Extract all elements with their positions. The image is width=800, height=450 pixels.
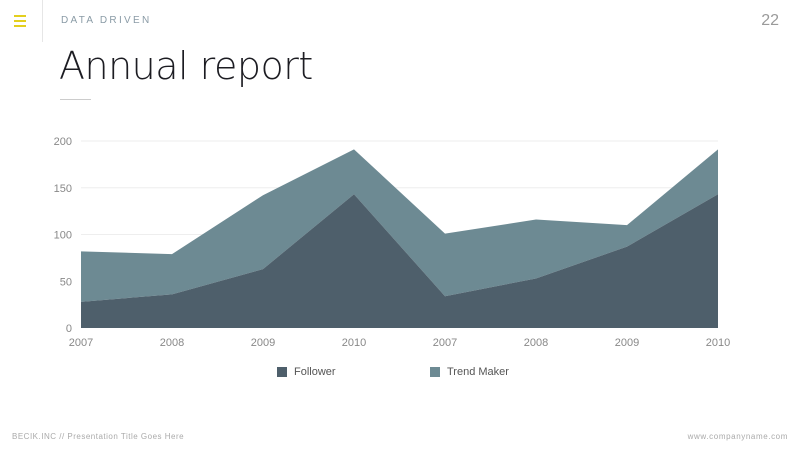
- x-tick-label: 2010: [706, 337, 730, 349]
- footer-company: BECIK.INC // Presentation Title Goes Her…: [12, 432, 185, 441]
- header-divider: [42, 0, 43, 42]
- legend-label: Trend Maker: [447, 366, 509, 378]
- area-trend-maker: [81, 149, 718, 302]
- legend-swatch-trend-maker: [430, 367, 440, 377]
- legend-label: Follower: [294, 366, 336, 378]
- y-tick-label: 0: [66, 323, 72, 335]
- menu-icon[interactable]: [14, 15, 26, 27]
- title-underline: [60, 99, 91, 100]
- y-tick-label: 200: [54, 136, 72, 148]
- x-tick-label: 2007: [433, 337, 457, 349]
- y-tick-label: 150: [54, 183, 72, 195]
- page-title: Annual report: [59, 44, 313, 88]
- x-tick-label: 2009: [251, 337, 275, 349]
- x-tick-label: 2008: [160, 337, 184, 349]
- legend-follower: Follower: [277, 366, 336, 378]
- footer-website[interactable]: www.companyname.com: [687, 432, 788, 441]
- y-tick-label: 100: [54, 230, 72, 242]
- area-chart: 0 50 100 150 200 2007 2008 2009 2010 2007 2008 2009…: [54, 136, 731, 349]
- section-label: DATA DRIVEN: [61, 15, 152, 26]
- legend-swatch-follower: [277, 367, 287, 377]
- x-tick-label: 2009: [615, 337, 639, 349]
- x-tick-label: 2010: [342, 337, 366, 349]
- x-tick-label: 2008: [524, 337, 548, 349]
- page-number: 22: [761, 12, 779, 29]
- legend-trend-maker: Trend Maker: [430, 366, 509, 378]
- area-follower: [81, 194, 718, 328]
- y-tick-label: 50: [60, 276, 72, 288]
- x-tick-label: 2007: [69, 337, 93, 349]
